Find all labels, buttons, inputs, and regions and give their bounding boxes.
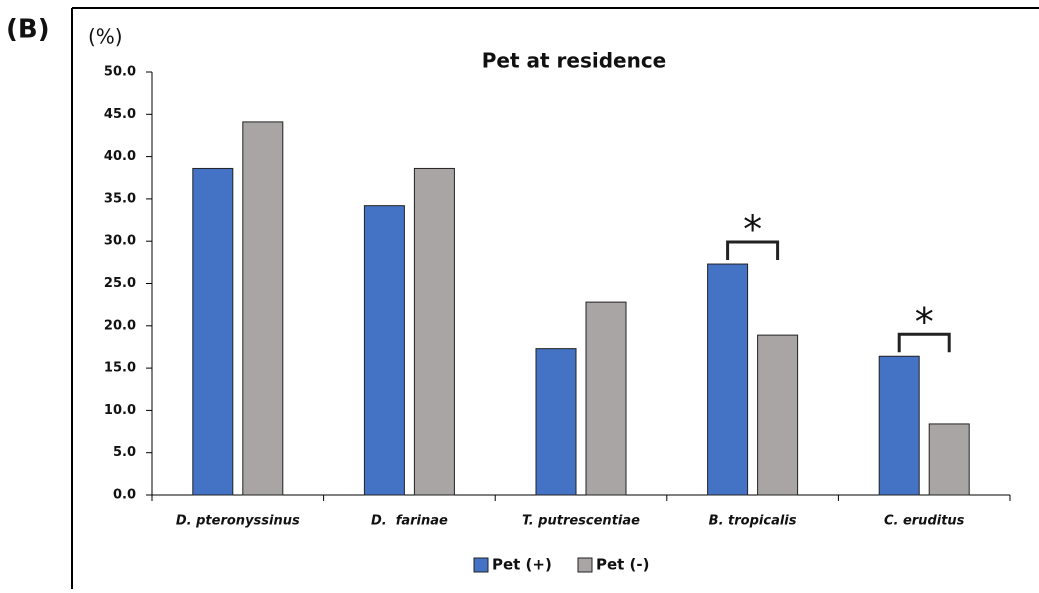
y-tick-label: 5.0 xyxy=(113,445,136,460)
y-tick-label: 15.0 xyxy=(104,361,136,376)
x-tick-label: D. pteronyssinus xyxy=(176,514,300,529)
y-tick-label: 10.0 xyxy=(104,403,136,418)
y-tick-label: 35.0 xyxy=(104,191,136,206)
y-axis-label: (%) xyxy=(88,25,123,49)
bar xyxy=(363,205,405,496)
legend-swatch xyxy=(473,557,489,573)
bar xyxy=(757,334,799,496)
significance-marker: * xyxy=(915,300,934,344)
panel-label: (B) xyxy=(6,15,50,45)
y-tick-label: 30.0 xyxy=(104,234,136,249)
legend-label: Pet (+) xyxy=(492,556,552,574)
bar xyxy=(928,423,970,496)
x-tick-label: C. eruditus xyxy=(884,514,965,529)
x-tick-label: T. putrescentiae xyxy=(522,514,640,529)
bar xyxy=(242,121,284,496)
legend-swatch xyxy=(577,557,593,573)
bar xyxy=(192,167,234,496)
legend-label: Pet (-) xyxy=(596,556,650,574)
y-tick-label: 50.0 xyxy=(104,65,136,80)
significance-bracket xyxy=(726,240,780,261)
x-tick-label: B. tropicalis xyxy=(709,514,797,529)
bar xyxy=(585,301,627,496)
y-tick-label: 45.0 xyxy=(104,107,136,122)
bar xyxy=(707,263,749,496)
y-tick-label: 0.0 xyxy=(113,488,136,503)
y-tick-label: 20.0 xyxy=(104,318,136,333)
significance-marker: * xyxy=(743,208,762,252)
chart-title: Pet at residence xyxy=(482,49,667,73)
y-tick-label: 40.0 xyxy=(104,149,136,164)
y-tick-label: 25.0 xyxy=(104,276,136,291)
x-tick-label: D. farinae xyxy=(371,514,448,529)
bar xyxy=(413,167,455,496)
bar xyxy=(535,348,577,496)
bar xyxy=(878,355,920,496)
significance-bracket xyxy=(897,332,951,353)
